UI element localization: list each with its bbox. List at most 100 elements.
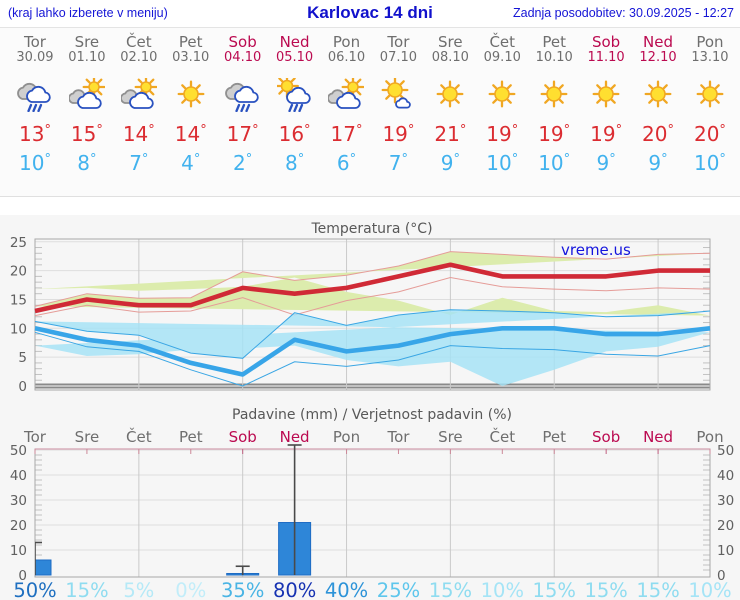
precip-probability: 5% — [123, 579, 154, 600]
menu-hint: (kraj lahko izberete v meniju) — [8, 6, 168, 20]
day-name: Pet — [178, 33, 203, 51]
mostly-sun-icon — [372, 78, 424, 112]
y-axis-label-left: 0 — [18, 568, 27, 584]
precip-day-label: Sre — [75, 428, 100, 446]
forecast-day-column: Ned 05.10 16° 8° — [269, 28, 321, 196]
precip-day-label: Ned — [643, 428, 673, 446]
low-temp: 4° — [181, 151, 201, 175]
watermark-link[interactable]: vreme.us — [561, 241, 631, 259]
max-temp-band-edge — [34, 251, 711, 307]
sun-glyph — [540, 80, 568, 108]
forecast-day-column: Pon 13.10 20° 10° — [684, 28, 736, 196]
sun-cloud-icon — [61, 78, 113, 112]
day-date: 02.10 — [120, 50, 158, 65]
high-temp: 13° — [18, 122, 51, 146]
high-temp: 19° — [382, 122, 415, 146]
sun-icon — [528, 78, 580, 112]
sun-cloud-icon — [321, 78, 373, 112]
high-temp: 21° — [434, 122, 467, 146]
precip-day-label: Tor — [23, 428, 47, 446]
sun-rain-icon — [269, 78, 321, 112]
precip-day-label: Sre — [438, 428, 463, 446]
plot-frame — [34, 238, 711, 391]
max-temp-line — [34, 262, 710, 314]
y-axis-label: 5 — [18, 350, 27, 366]
day-name: Pon — [696, 33, 724, 51]
precip-probability: 40% — [325, 579, 368, 600]
precip-day-label: Sob — [229, 428, 257, 446]
precip-probability: 80% — [273, 579, 316, 600]
low-temp: 10° — [18, 151, 51, 175]
header: (kraj lahko izberete v meniju) Karlovac … — [0, 0, 740, 27]
low-temp: 10° — [538, 151, 571, 175]
y-axis-label-left: 10 — [10, 543, 27, 559]
day-name: Pet — [542, 33, 566, 51]
precip-day-label: Tor — [386, 428, 410, 446]
day-date: 08.10 — [431, 50, 469, 65]
precip-day-label: Sob — [592, 428, 620, 446]
page-title: Karlovac 14 dni — [307, 3, 433, 22]
precip-probability: 35% — [221, 579, 264, 600]
precip-day-label: Pon — [333, 428, 360, 446]
high-temp: 19° — [486, 122, 519, 146]
sun-glyph — [177, 80, 205, 108]
forecast-day-column: Pon 06.10 17° 6° — [321, 28, 373, 196]
low-temp: 9° — [440, 151, 460, 175]
rain-glyph — [27, 103, 43, 112]
precip-probability: 15% — [65, 579, 108, 600]
y-axis-label: 10 — [10, 321, 27, 337]
high-temp: 14° — [122, 122, 155, 146]
sun-icon — [684, 78, 736, 112]
sun-glyph — [488, 80, 516, 108]
day-date: 04.10 — [224, 50, 262, 65]
forecast-day-column: Sob 04.10 17° 2° — [217, 28, 269, 196]
low-temp: 8° — [284, 151, 305, 175]
temperature-chart: Temperatura (°C) 0 5 10 15 20 25 vreme.us — [10, 221, 711, 395]
precip-day-label: Pet — [542, 428, 566, 446]
high-temp: 20° — [642, 122, 674, 146]
high-temp: 17° — [226, 122, 259, 146]
low-temp: 10° — [486, 151, 519, 175]
precip-chart-title: Padavine (mm) / Verjetnost padavin (%) — [232, 407, 512, 423]
y-axis-label-right: 50 — [717, 443, 734, 459]
forecast-day-column: Čet 02.10 14° 7° — [113, 28, 165, 196]
day-name: Tor — [23, 33, 46, 51]
rain-glyph — [287, 103, 303, 112]
temp-chart-title: Temperatura (°C) — [310, 221, 432, 237]
forecast-day-column: Tor 30.09 13° 10° — [9, 28, 61, 196]
low-temp: 6° — [336, 151, 357, 175]
forecast-day-column: Sob 11.10 19° 9° — [580, 28, 632, 196]
precip-probability: 15% — [429, 579, 472, 600]
y-axis-label-left: 20 — [10, 518, 27, 534]
low-temp: 9° — [596, 151, 616, 175]
precip-probability: 0% — [175, 579, 206, 600]
day-date: 09.10 — [483, 50, 521, 65]
day-date: 03.10 — [172, 50, 210, 65]
rain-glyph — [234, 103, 250, 112]
low-temp: 7° — [129, 151, 149, 175]
day-name: Čet — [126, 33, 152, 51]
y-axis-label-right: 40 — [717, 468, 734, 484]
low-temp: 7° — [388, 151, 409, 175]
forecast-day-column: Pet 03.10 14° 4° — [165, 28, 217, 196]
forecast-strip: Tor 30.09 13° 10° Sre 01.10 15° 8° Čet 02.10 14° 7°… — [0, 27, 740, 197]
rain-icon — [217, 78, 269, 112]
precip-probability: 15% — [636, 579, 679, 600]
precip-probability: 10% — [481, 579, 524, 600]
low-temp: 2° — [233, 151, 253, 175]
precip-day-label: Čet — [490, 427, 516, 446]
day-name: Sob — [228, 33, 257, 51]
day-date: 06.10 — [327, 50, 366, 65]
precip-probability: 50% — [13, 579, 56, 600]
y-axis-label-right: 20 — [717, 518, 734, 534]
high-temp: 19° — [538, 122, 571, 146]
y-axis-label-right: 30 — [717, 493, 734, 509]
high-temp: 19° — [590, 122, 623, 146]
day-date: 30.09 — [16, 50, 54, 65]
sun-glyph — [696, 80, 724, 108]
sun-glyph — [436, 80, 464, 108]
max-temp-band-edge — [34, 276, 711, 317]
forecast-day-column: Pet 10.10 19° 10° — [528, 28, 580, 196]
day-name: Sre — [438, 33, 463, 51]
low-temp: 9° — [648, 151, 668, 175]
